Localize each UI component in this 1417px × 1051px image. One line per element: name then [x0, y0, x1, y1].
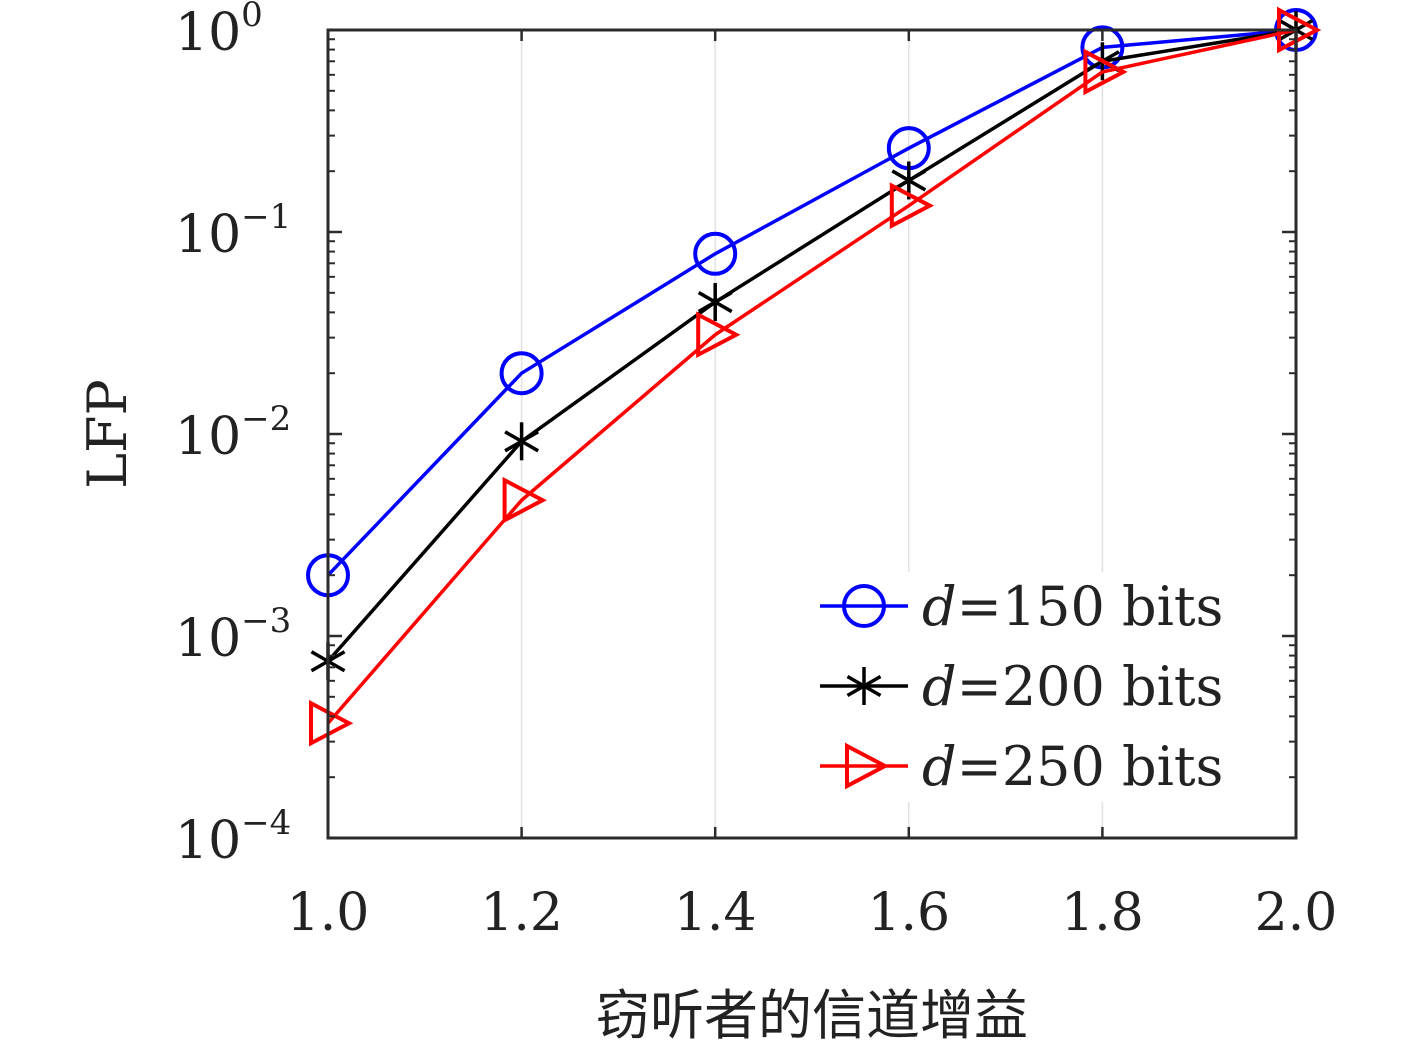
y-tick-label: 10−1: [175, 197, 291, 265]
series-d-150-bits: [306, 8, 1318, 598]
x-tick-label: 1.2: [480, 883, 563, 943]
y-tick-label: 10−3: [175, 601, 291, 669]
legend-entry: d=250 bits: [820, 735, 1223, 798]
triangle-marker: [845, 742, 890, 790]
legend-label: d=200 bits: [922, 655, 1223, 718]
triangle-marker: [696, 311, 741, 359]
triangle-marker: [1083, 48, 1128, 96]
triangle-marker: [309, 699, 354, 747]
circle-marker: [499, 351, 544, 396]
x-axis-label: 窃听者的信道增益: [596, 984, 1028, 1047]
legend: d=150 bits d=200 bits d=250 bits: [805, 572, 1245, 802]
tick-layer: [326, 28, 1298, 840]
x-tick-label: 1.0: [287, 883, 370, 943]
y-tick-label: 10−2: [175, 399, 291, 467]
triangle-marker: [502, 476, 547, 524]
asterisk-marker: [846, 667, 882, 705]
triangle-marker: [889, 182, 935, 229]
y-tick-label: 10−4: [175, 803, 291, 871]
x-tick-label: 1.8: [1061, 883, 1144, 943]
y-tick-label: 100: [175, 0, 263, 63]
asterisk-marker: [504, 422, 540, 461]
series-line: [326, 28, 1297, 577]
series-line: [326, 28, 1297, 725]
y-axis-label: LFP: [76, 379, 139, 489]
legend-entry: d=200 bits: [820, 655, 1223, 718]
x-tick-label: 1.4: [674, 883, 757, 943]
asterisk-marker: [697, 283, 733, 322]
circle-marker: [842, 584, 886, 628]
series-line: [326, 28, 1297, 663]
circle-marker: [693, 231, 738, 276]
legend-label: d=150 bits: [922, 575, 1223, 638]
legend-entry: d=150 bits: [820, 575, 1223, 638]
tick-labels: 1.0 1.2 1.4 1.6 1.8 2.0 10−4 10−3 10−2 10−1 100: [175, 0, 1337, 943]
x-tick-label: 2.0: [1255, 883, 1338, 943]
x-tick-label: 1.6: [867, 883, 950, 943]
legend-label: d=250 bits: [922, 735, 1223, 798]
